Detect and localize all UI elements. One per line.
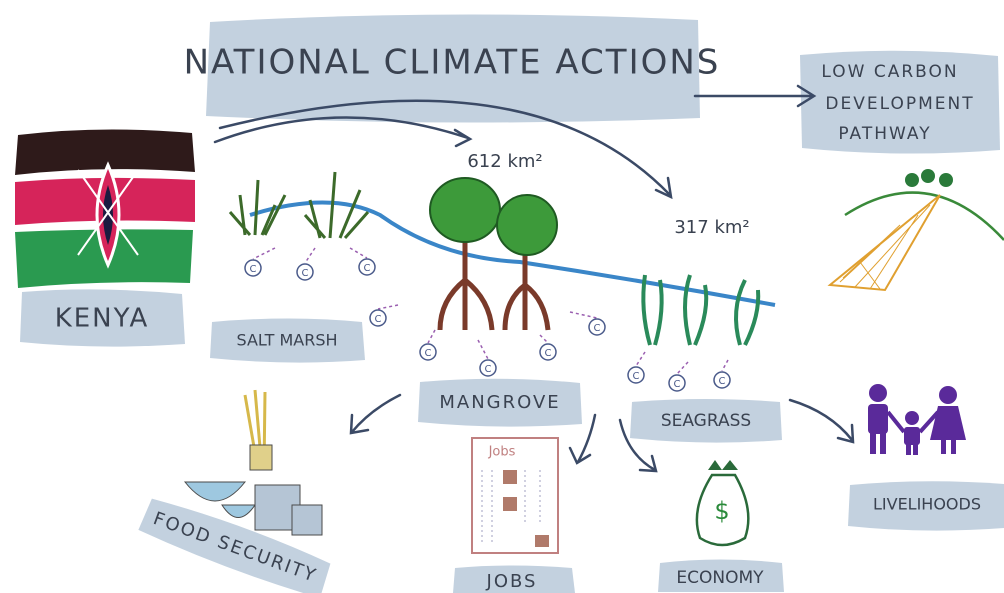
country: KENYA — [55, 304, 150, 334]
food-icon — [185, 390, 322, 535]
family-icon-part — [870, 432, 876, 454]
outcome-line: LOW CARBON — [821, 62, 958, 82]
outcome-line: DEVELOPMENT — [825, 94, 974, 114]
food-icon-part — [222, 505, 255, 518]
food-icon-part — [292, 505, 322, 535]
carbon-symbol: C — [674, 379, 681, 390]
carbon-symbol: C — [485, 364, 492, 375]
carbon-flow — [305, 248, 315, 263]
food-icon-part — [250, 445, 272, 470]
carbon-marker: C — [589, 319, 605, 335]
carbon-marker: C — [370, 310, 386, 326]
salt-marsh-box: SALT MARSH — [210, 319, 365, 363]
jobs-box: JOBS — [453, 566, 575, 593]
carbon-marker: C — [245, 260, 261, 276]
area-label: 612 km² — [467, 151, 542, 172]
money-bag-part — [708, 460, 738, 470]
arrows-part — [695, 86, 814, 106]
ecosystem-label: SEAGRASS — [661, 411, 751, 431]
jobs-icon-part — [503, 470, 517, 484]
carbon-flow — [636, 352, 645, 366]
carbon-flow — [253, 248, 275, 259]
food-icon-part — [185, 482, 245, 501]
arrows-part — [790, 400, 853, 442]
ecosystem-label: SALT MARSH — [236, 331, 337, 350]
carbon-marker: C — [297, 264, 313, 280]
carbon-symbol: C — [425, 348, 432, 359]
area-label: 317 km² — [674, 217, 749, 238]
kenya-flag — [15, 129, 195, 288]
family-icon-part — [880, 432, 886, 454]
family-icon — [868, 384, 966, 455]
jobs-icon-text: Jobs — [488, 445, 516, 460]
outcome-line: PATHWAY — [838, 124, 931, 144]
seagrass-plants-part — [643, 275, 758, 345]
mangrove-trees-part — [430, 178, 500, 242]
jobs-icon-part — [535, 535, 549, 547]
carbon-marker: C — [714, 372, 730, 388]
family-icon-part — [941, 438, 946, 454]
pathway-hill-part — [845, 193, 1004, 240]
carbon-symbol: C — [545, 348, 552, 359]
family-icon-part — [904, 427, 920, 445]
carbon-flow — [540, 335, 548, 343]
carbon-marker: C — [480, 360, 496, 376]
country-box: KENYA — [20, 289, 185, 346]
pathway-hill-part — [939, 173, 953, 187]
carbon-symbol: C — [719, 376, 726, 387]
economy-box: ECONOMY — [658, 560, 784, 593]
kenya-flag-part — [15, 129, 195, 175]
carbon-symbol: C — [633, 371, 640, 382]
jobs-icon-part — [503, 497, 517, 511]
pathway-hill-part — [921, 169, 935, 183]
ecosystem-label: MANGROVE — [439, 392, 560, 413]
carbon-flow — [378, 305, 398, 309]
carbon-symbol: C — [594, 323, 601, 334]
money-bag: $ — [697, 460, 748, 545]
benefit-label: ECONOMY — [676, 568, 764, 588]
carbon-flow — [478, 340, 488, 359]
family-icon-part — [906, 443, 911, 455]
pathway-hill — [830, 169, 1004, 290]
mangrove-trees-part — [497, 195, 557, 255]
mangrove-trees-part — [440, 240, 492, 330]
carbon-flow — [350, 248, 367, 258]
seagrass-plants — [643, 275, 758, 345]
family-icon-part — [951, 438, 956, 454]
carbon-marker: C — [359, 259, 375, 275]
family-icon-part — [868, 404, 888, 434]
family-icon-part — [913, 443, 918, 455]
carbon-flow — [428, 330, 435, 343]
seagrass-box: SEAGRASS — [630, 399, 782, 443]
livelihoods-box: LIVELIHOODS — [848, 481, 1004, 530]
illustration: NATIONAL CLIMATE ACTIONS LOW CARBON DEVE… — [0, 0, 1004, 593]
pathway-hill-part — [905, 173, 919, 187]
arrows-part — [351, 395, 400, 433]
carbon-marker: C — [540, 344, 556, 360]
carbon-marker: C — [420, 344, 436, 360]
title: NATIONAL CLIMATE ACTIONS — [184, 43, 721, 83]
outcome-box: LOW CARBON DEVELOPMENT PATHWAY — [800, 51, 1000, 154]
carbon-flow — [677, 362, 688, 374]
carbon-symbol: C — [302, 268, 309, 279]
carbon-flow — [722, 360, 728, 371]
family-icon-part — [905, 411, 919, 425]
mangrove-trees — [430, 178, 557, 330]
carbon-symbol: C — [375, 314, 382, 325]
mangrove-box: MANGROVE — [418, 379, 582, 427]
benefit-label: JOBS — [486, 571, 538, 592]
family-icon-part — [869, 384, 887, 402]
title-box: NATIONAL CLIMATE ACTIONS — [184, 14, 721, 122]
pathway-hill-part — [840, 205, 930, 289]
dollar-sign: $ — [714, 497, 729, 525]
carbon-flow — [570, 312, 597, 318]
jobs-icon: Jobs — [472, 438, 558, 553]
family-icon-part — [939, 386, 957, 404]
carbon-marker: C — [628, 367, 644, 383]
benefit-label: LIVELIHOODS — [873, 495, 981, 514]
carbon-symbol: C — [364, 263, 371, 274]
carbon-marker: C — [669, 375, 685, 391]
carbon-symbol: C — [250, 264, 257, 275]
family-icon-part — [930, 406, 966, 440]
